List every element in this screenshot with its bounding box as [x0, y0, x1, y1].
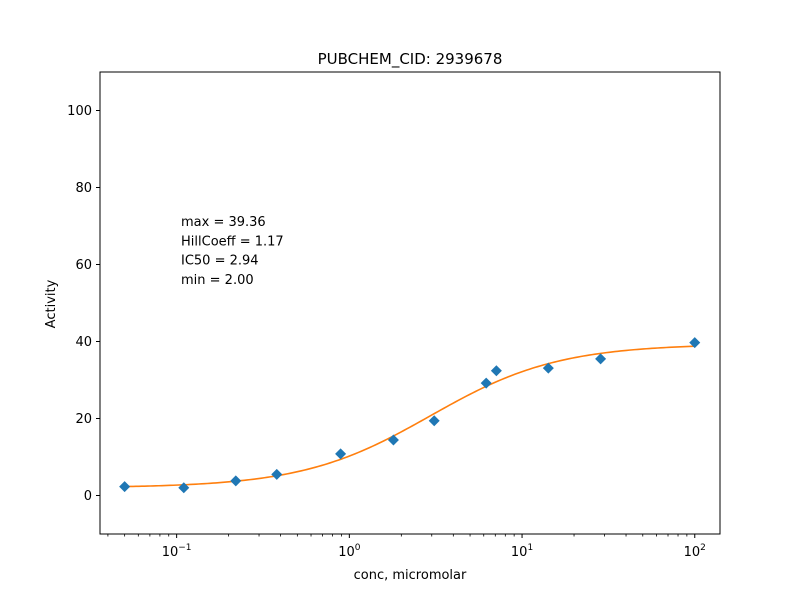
y-tick-label: 0: [84, 489, 92, 504]
data-point: [230, 475, 242, 487]
axes-frame: [99, 71, 721, 535]
data-point: [387, 434, 399, 446]
x-tick-label: 10−1: [162, 543, 192, 560]
data-point: [428, 415, 440, 427]
x-tick-label: 100: [338, 543, 361, 560]
x-axis-label: conc, micromolar: [354, 568, 467, 583]
annotation-line: min = 2.00: [181, 273, 254, 288]
annotation-block: max = 39.36 HillCoeff = 1.17 IC50 = 2.94 mi…: [181, 215, 284, 288]
plot-area: 0 20 40 60 80 100 10−1 100 101 102: [67, 71, 721, 560]
data-point: [689, 337, 701, 349]
data-point: [335, 448, 347, 460]
annotation-line: IC50 = 2.94: [181, 254, 259, 269]
chart-title: PUBCHEM_CID: 2939678: [318, 50, 503, 69]
annotation-line: HillCoeff = 1.17: [181, 234, 284, 249]
annotation-line: max = 39.36: [181, 215, 266, 230]
data-point: [595, 353, 607, 365]
data-point: [271, 468, 283, 480]
y-axis-label: Activity: [44, 279, 59, 328]
y-tick-label: 40: [75, 335, 92, 350]
y-tick-label: 100: [67, 104, 92, 119]
fit-curve: [124, 345, 695, 488]
data-point: [542, 362, 554, 374]
y-tick-label: 80: [75, 181, 92, 196]
data-point: [178, 482, 190, 494]
y-tick-label: 20: [75, 412, 92, 427]
data-point: [490, 365, 502, 377]
data-point: [480, 377, 492, 389]
y-tick-label: 60: [75, 258, 92, 273]
x-tick-label: 101: [511, 543, 533, 560]
x-tick-label: 102: [684, 543, 706, 560]
data-point: [119, 481, 131, 493]
